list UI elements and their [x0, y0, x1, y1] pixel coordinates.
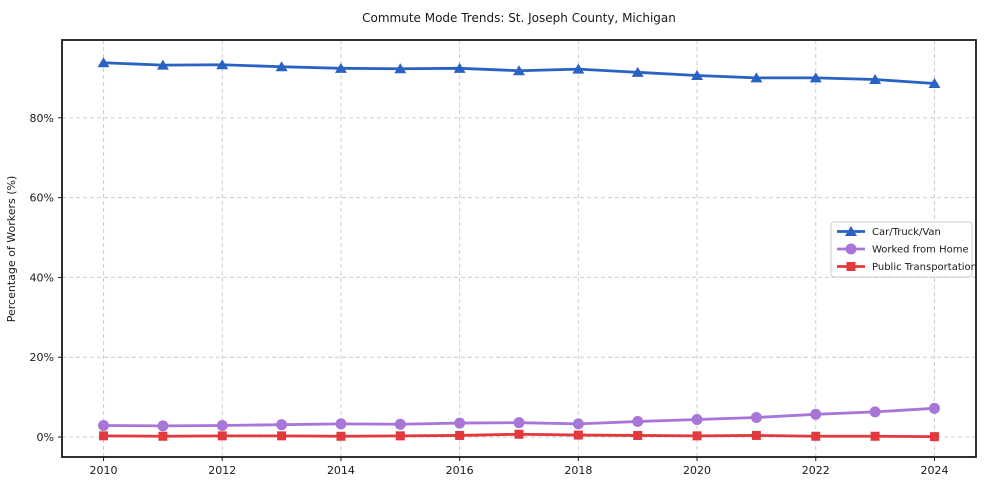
data-point-circle	[216, 419, 228, 431]
axes-layer: 2010 2012 2014 2016 2018 2020 2022 2024 0% 20% 40%…	[30, 39, 977, 477]
x-tick-label: 2016	[446, 464, 474, 477]
data-point-circle	[845, 243, 857, 255]
data-point-square	[846, 262, 856, 271]
x-tick-label: 2022	[802, 464, 830, 477]
y-tick-label: 20%	[30, 351, 54, 364]
legend-label: Car/Truck/Van	[872, 227, 941, 238]
chart-title: Commute Mode Trends: St. Joseph County, …	[362, 11, 676, 25]
series-worked-from-home	[98, 402, 940, 432]
data-point-triangle	[156, 59, 169, 70]
data-point-triangle	[809, 72, 822, 83]
legend: Car/Truck/Van Worked from Home Public Tran…	[830, 221, 977, 278]
data-point-triangle	[572, 63, 585, 74]
data-point-triangle	[513, 65, 525, 76]
data-point-triangle	[275, 61, 288, 72]
data-point-triangle	[453, 62, 466, 73]
legend-item-worked-from-home: Worked from Home	[837, 243, 969, 256]
data-point-circle	[869, 406, 881, 418]
legend-item-public-transportation: Public Transportation	[837, 262, 977, 273]
data-point-square	[217, 431, 227, 441]
data-point-triangle	[334, 62, 347, 73]
x-tick-label: 2010	[90, 464, 118, 477]
x-tick-label: 2020	[683, 464, 711, 477]
data-point-triangle	[845, 226, 857, 236]
data-point-square	[336, 431, 346, 441]
data-point-square	[455, 430, 465, 440]
data-point-square	[277, 431, 287, 441]
data-point-square	[395, 431, 405, 441]
y-tick-label: 40%	[30, 271, 54, 284]
x-tick-label: 2014	[327, 464, 355, 477]
data-point-square	[870, 431, 880, 441]
data-point-square	[158, 431, 168, 441]
legend-label: Worked from Home	[872, 245, 969, 256]
data-point-triangle	[869, 74, 882, 85]
data-point-circle	[157, 420, 169, 432]
data-point-circle	[632, 415, 644, 427]
data-point-square	[751, 430, 761, 440]
legend-label: Public Transportation	[872, 262, 977, 273]
data-point-circle	[928, 402, 940, 414]
data-point-circle	[394, 418, 406, 430]
data-point-circle	[750, 411, 762, 423]
data-point-circle	[572, 418, 584, 430]
series-layer	[97, 57, 941, 442]
data-point-triangle	[216, 59, 229, 70]
data-point-square	[99, 431, 109, 441]
data-point-triangle	[394, 63, 407, 74]
data-point-triangle	[928, 77, 941, 88]
data-point-triangle	[691, 70, 704, 81]
data-point-square	[811, 431, 821, 441]
data-point-square	[929, 432, 939, 442]
legend-box	[830, 221, 973, 278]
data-point-square	[633, 430, 643, 440]
data-point-circle	[513, 417, 525, 429]
data-point-triangle	[97, 57, 110, 68]
x-tick-label: 2018	[564, 464, 592, 477]
y-axis-label: Percentage of Workers (%)	[5, 176, 18, 323]
data-point-circle	[98, 419, 110, 431]
data-point-square	[573, 430, 583, 440]
data-point-circle	[454, 417, 466, 429]
data-point-square	[514, 429, 524, 439]
y-tick-label: 0%	[37, 431, 54, 444]
data-point-circle	[276, 419, 288, 431]
data-point-square	[692, 431, 702, 441]
data-point-circle	[810, 408, 822, 420]
series-public-transportation	[99, 429, 939, 442]
y-tick-label: 80%	[30, 112, 54, 125]
data-point-triangle	[750, 72, 763, 83]
plot-frame	[61, 39, 977, 458]
x-tick-label: 2024	[920, 464, 948, 477]
data-point-circle	[691, 413, 703, 425]
series-car-truck-van	[97, 57, 941, 88]
legend-item-car-truck-van: Car/Truck/Van	[837, 226, 941, 238]
data-point-circle	[335, 418, 347, 430]
data-point-triangle	[631, 66, 644, 77]
y-tick-label: 60%	[30, 192, 54, 205]
x-tick-label: 2012	[208, 464, 236, 477]
